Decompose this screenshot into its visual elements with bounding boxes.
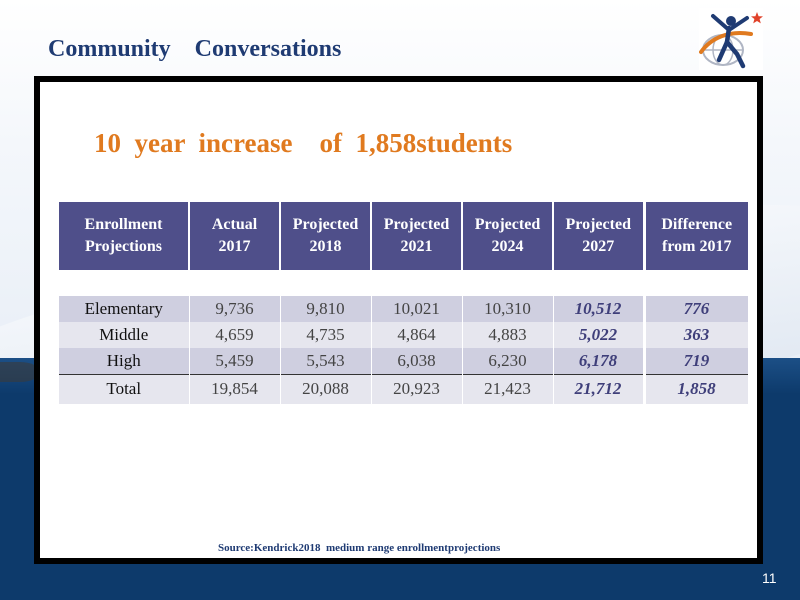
table-cell: 4,735: [280, 322, 372, 348]
slide-title: Community Conversations: [48, 36, 342, 62]
row-label: Elementary: [59, 296, 190, 322]
table-header-row: Enrollment Projections Actual 2017 Proje…: [59, 202, 748, 270]
column-header: Projected 2021: [371, 202, 463, 270]
spacer-row: [59, 270, 749, 296]
table-cell: 6,230: [462, 348, 554, 374]
column-header: Projected 2024: [462, 202, 554, 270]
table-cell: 776: [642, 296, 749, 322]
table-cell: 363: [642, 322, 749, 348]
table-cell: 9,736: [189, 296, 281, 322]
table-cell: 1,858: [642, 373, 749, 404]
table-cell: 10,512: [553, 296, 645, 322]
table-cell: 9,810: [280, 296, 372, 322]
row-label: High: [59, 348, 190, 374]
enrollment-table: Enrollment Projections Actual 2017 Proje…: [59, 202, 749, 404]
table-row: Middle 4,659 4,735 4,864 4,883 5,022 363: [59, 322, 749, 348]
table-cell: 10,310: [462, 296, 554, 322]
content-panel: 10 year increase of 1,858students Enroll…: [40, 82, 757, 558]
source-note: Source:Kendrick2018 medium range enrollm…: [218, 542, 501, 554]
table-cell: 4,864: [371, 322, 463, 348]
table-cell: 21,712: [553, 373, 645, 404]
column-header: Projected 2018: [280, 202, 372, 270]
decorative-shape: [0, 362, 40, 382]
table-cell: 21,423: [462, 373, 554, 404]
table-cell: 19,854: [189, 373, 281, 404]
table-cell: 719: [642, 348, 749, 374]
column-header: Enrollment Projections: [59, 202, 190, 270]
row-label: Total: [59, 373, 190, 404]
figure-star-logo-icon: [699, 12, 763, 69]
table-cell: 20,088: [280, 373, 372, 404]
table-cell: 10,021: [371, 296, 463, 322]
column-header: Difference from 2017: [642, 202, 748, 270]
column-header: Actual 2017: [189, 202, 281, 270]
table-cell: 5,459: [189, 348, 281, 374]
row-label: Middle: [59, 322, 190, 348]
table-row-total: Total 19,854 20,088 20,923 21,423 21,712…: [59, 373, 749, 404]
table-cell: 5,543: [280, 348, 372, 374]
table-row: Elementary 9,736 9,810 10,021 10,310 10,…: [59, 296, 749, 322]
table-cell: 6,038: [371, 348, 463, 374]
logo: [699, 8, 763, 70]
content-frame: 10 year increase of 1,858students Enroll…: [34, 76, 763, 564]
headline: 10 year increase of 1,858students: [94, 128, 513, 158]
table-cell: 6,178: [553, 348, 645, 374]
column-header: Projected 2027: [553, 202, 645, 270]
table-cell: 5,022: [553, 322, 645, 348]
table-cell: 4,659: [189, 322, 281, 348]
table-row: High 5,459 5,543 6,038 6,230 6,178 719: [59, 348, 749, 374]
page-number: 11: [762, 570, 777, 586]
table-cell: 20,923: [371, 373, 463, 404]
table-cell: 4,883: [462, 322, 554, 348]
